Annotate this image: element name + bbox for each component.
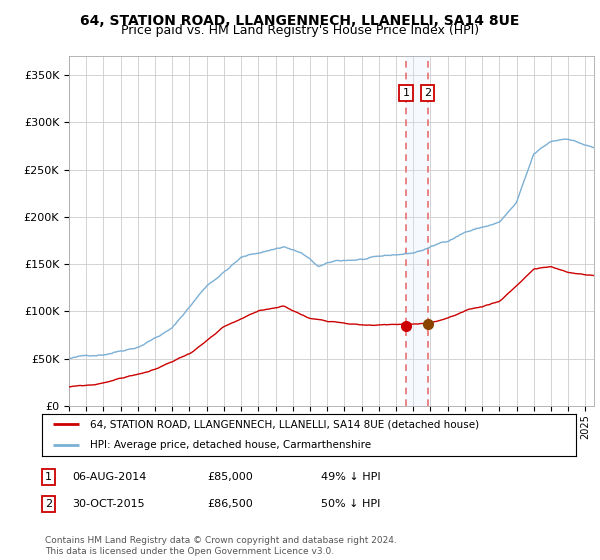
- Text: HPI: Average price, detached house, Carmarthenshire: HPI: Average price, detached house, Carm…: [90, 440, 371, 450]
- Text: 2: 2: [45, 499, 52, 509]
- Text: 64, STATION ROAD, LLANGENNECH, LLANELLI, SA14 8UE: 64, STATION ROAD, LLANGENNECH, LLANELLI,…: [80, 14, 520, 28]
- Text: 64, STATION ROAD, LLANGENNECH, LLANELLI, SA14 8UE (detached house): 64, STATION ROAD, LLANGENNECH, LLANELLI,…: [90, 419, 479, 429]
- Text: 1: 1: [403, 88, 410, 98]
- Text: 49% ↓ HPI: 49% ↓ HPI: [321, 472, 380, 482]
- Text: 2: 2: [424, 88, 431, 98]
- Text: 06-AUG-2014: 06-AUG-2014: [72, 472, 146, 482]
- Text: £86,500: £86,500: [207, 499, 253, 509]
- Text: 1: 1: [45, 472, 52, 482]
- Text: Contains HM Land Registry data © Crown copyright and database right 2024.
This d: Contains HM Land Registry data © Crown c…: [45, 536, 397, 556]
- Text: Price paid vs. HM Land Registry's House Price Index (HPI): Price paid vs. HM Land Registry's House …: [121, 24, 479, 37]
- Text: 30-OCT-2015: 30-OCT-2015: [72, 499, 145, 509]
- Text: £85,000: £85,000: [207, 472, 253, 482]
- Text: 50% ↓ HPI: 50% ↓ HPI: [321, 499, 380, 509]
- Bar: [406, 56, 428, 406]
